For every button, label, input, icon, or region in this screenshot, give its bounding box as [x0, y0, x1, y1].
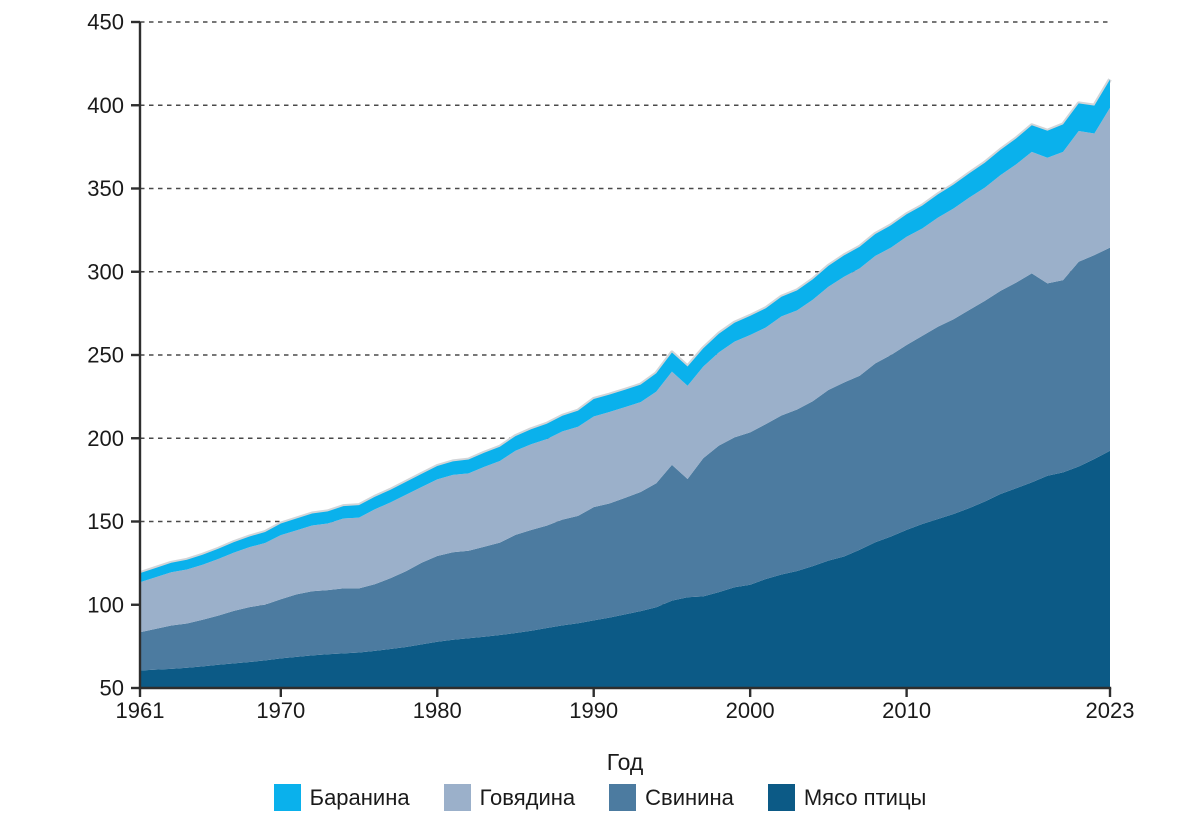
area-series-2[interactable] — [140, 107, 1110, 633]
x-axis-title: Год — [607, 749, 644, 775]
y-tick-label-300: 300 — [87, 259, 124, 284]
legend: Баранина Говядина Свинина Мясо птицы — [0, 784, 1200, 811]
y-tick-label-350: 350 — [87, 176, 124, 201]
area-series-0[interactable] — [140, 450, 1110, 688]
x-tick-label-1961: 1961 — [116, 698, 165, 723]
x-tick-label-1970: 1970 — [256, 698, 305, 723]
legend-swatch-icon — [767, 784, 795, 811]
legend-item-1[interactable]: Говядина — [443, 784, 576, 811]
axes — [131, 20, 1112, 697]
legend-item-label: Баранина — [309, 785, 410, 810]
legend-item-label: Говядина — [479, 785, 576, 810]
legend-item-0[interactable]: Баранина — [273, 784, 410, 811]
legend-item-3[interactable]: Мясо птицы — [767, 784, 927, 811]
y-tick-label-100: 100 — [87, 592, 124, 617]
y-tick-label-150: 150 — [87, 509, 124, 534]
y-tick-label-450: 450 — [87, 10, 124, 35]
plot-area[interactable] — [140, 79, 1110, 688]
legend-swatch-icon — [273, 784, 301, 811]
legend-swatch-icon — [443, 784, 471, 811]
axis-tick-labels: 50 100 150 200 250 300 350 400 450 1961 1970 1980 19… — [87, 10, 1134, 723]
legend-item-2[interactable]: Свинина — [609, 784, 734, 811]
x-tick-label-1980: 1980 — [413, 698, 462, 723]
y-tick-label-200: 200 — [87, 426, 124, 451]
x-tick-label-2000: 2000 — [726, 698, 775, 723]
y-tick-label-50: 50 — [100, 676, 124, 701]
legend-swatch-icon — [609, 784, 637, 811]
y-tick-label-250: 250 — [87, 343, 124, 368]
area-series-1[interactable] — [140, 247, 1110, 671]
y-tick-label-400: 400 — [87, 93, 124, 118]
x-tick-label-2023: 2023 — [1086, 698, 1135, 723]
legend-item-label: Мясо птицы — [803, 785, 927, 810]
x-tick-label-2010: 2010 — [882, 698, 931, 723]
legend-item-label: Свинина — [645, 785, 734, 810]
x-tick-label-1990: 1990 — [569, 698, 618, 723]
